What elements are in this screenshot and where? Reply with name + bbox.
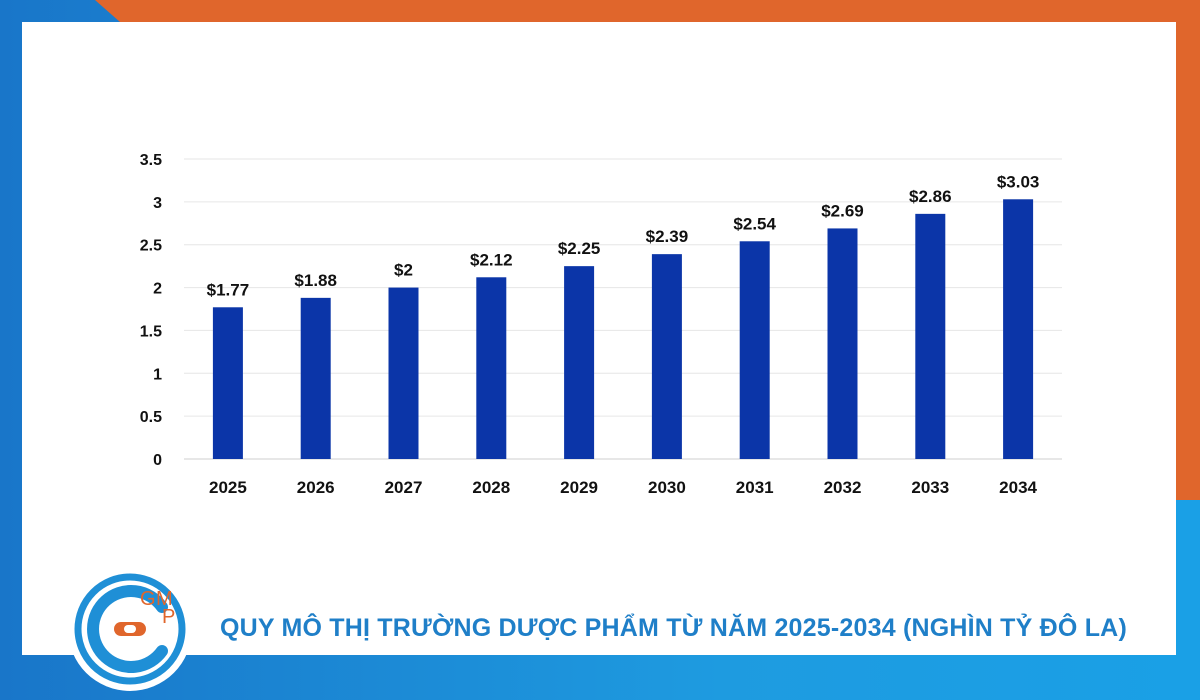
x-tick-label: 2032 bbox=[824, 478, 862, 497]
x-tick-label: 2029 bbox=[560, 478, 598, 497]
gmp-logo-icon: G M P bbox=[68, 567, 192, 691]
logo-letter-p: P bbox=[162, 606, 175, 628]
bar bbox=[827, 228, 858, 459]
bar bbox=[212, 307, 243, 459]
y-tick-label: 0 bbox=[153, 452, 162, 469]
chart-card: 0 0.5 1 1.5 2 2.5 3 3.5 $1.77 2025 $1.88 2026 $2 2027… bbox=[22, 22, 1176, 655]
logo-letter-g: G bbox=[140, 588, 156, 610]
x-tick-label: 2031 bbox=[736, 478, 774, 497]
logo-letter-m: M bbox=[156, 588, 173, 610]
bar bbox=[300, 297, 331, 459]
y-tick-label: 1 bbox=[153, 366, 162, 383]
y-tick-label: 2.5 bbox=[140, 238, 162, 255]
bar bbox=[739, 241, 770, 459]
data-label: $3.03 bbox=[997, 172, 1040, 191]
x-tick-label: 2027 bbox=[385, 478, 423, 497]
x-tick-label: 2034 bbox=[999, 478, 1037, 497]
data-label: $1.88 bbox=[294, 271, 337, 290]
bar bbox=[915, 213, 946, 459]
chart-caption: QUY MÔ THỊ TRƯỜNG DƯỢC PHẨM TỪ NĂM 2025-… bbox=[220, 614, 1127, 642]
data-label: $2.86 bbox=[909, 187, 952, 206]
data-label: $2.39 bbox=[646, 227, 689, 246]
bar bbox=[388, 287, 419, 459]
bar bbox=[476, 277, 507, 459]
bar bbox=[651, 254, 682, 459]
data-label: $2.25 bbox=[558, 239, 601, 258]
y-tick-label: 3 bbox=[153, 195, 162, 212]
data-label: $2.12 bbox=[470, 250, 513, 269]
x-tick-label: 2033 bbox=[911, 478, 949, 497]
y-tick-label: 3.5 bbox=[140, 152, 162, 169]
y-tick-label: 1.5 bbox=[140, 323, 162, 340]
bar bbox=[564, 266, 595, 459]
data-label: $2 bbox=[394, 261, 413, 280]
x-tick-label: 2030 bbox=[648, 478, 686, 497]
y-tick-label: 2 bbox=[153, 281, 162, 298]
x-tick-label: 2025 bbox=[209, 478, 247, 497]
data-label: $2.69 bbox=[821, 201, 864, 220]
x-tick-label: 2026 bbox=[297, 478, 335, 497]
bar-chart: 0 0.5 1 1.5 2 2.5 3 3.5 $1.77 2025 $1.88 2026 $2 2027… bbox=[140, 152, 1062, 497]
y-tick-label: 0.5 bbox=[140, 409, 162, 426]
bar bbox=[1003, 199, 1034, 460]
data-label: $2.54 bbox=[733, 214, 776, 233]
data-label: $1.77 bbox=[207, 280, 250, 299]
x-tick-label: 2028 bbox=[472, 478, 510, 497]
